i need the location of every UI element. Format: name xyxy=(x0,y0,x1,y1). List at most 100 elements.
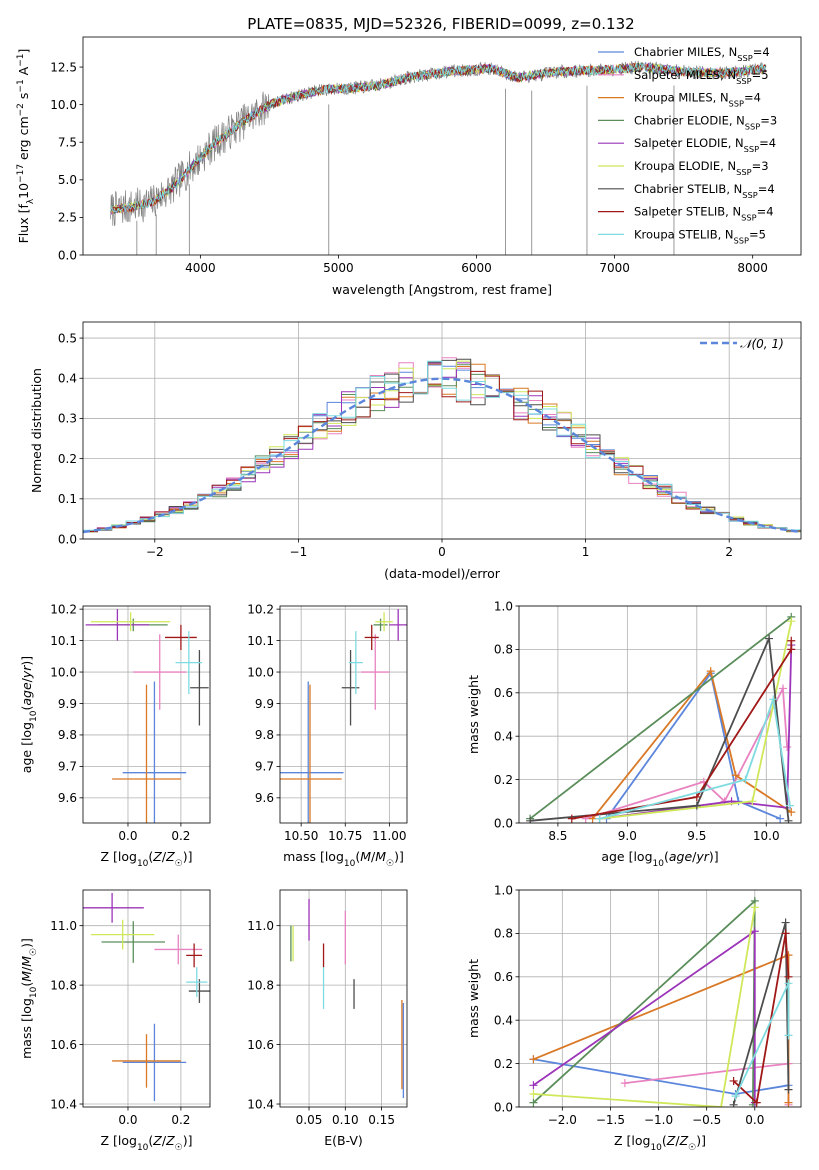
y-axis-label: age [log10(age/yr)] xyxy=(19,656,39,773)
y-tick-label: 0.8 xyxy=(494,643,513,657)
legend-label: Salpeter ELODIE, NSSP=4 xyxy=(634,136,776,154)
error-bars xyxy=(280,609,407,823)
y-tick-label: 11.0 xyxy=(247,919,274,933)
x-tick-label: −2 xyxy=(146,545,164,559)
mass-vs-EBV-panel: 0.05 0.10 0.15 10.4 10.6 10.8 11.0 E(B-V) xyxy=(247,889,408,1148)
legend-label: Salpeter STELIB, NSSP=4 xyxy=(634,205,774,223)
y-tick-label: 1.0 xyxy=(494,883,513,897)
x-axis-label: age [log10(age/yr)] xyxy=(601,849,718,869)
weight-marker xyxy=(731,771,740,780)
y-axis-label: Normed distribution xyxy=(29,368,44,493)
age-vs-mass-panel: 10.50 10.75 11.00 9.6 9.7 9.8 9.9 10.0 10.1 10.2 m… xyxy=(247,602,408,869)
spectrum-lines xyxy=(110,60,767,255)
weight-marker xyxy=(784,1098,793,1107)
model-spectrum-5 xyxy=(110,62,767,214)
y-tick-label: 10.4 xyxy=(247,1097,274,1111)
legend-label: Kroupa STELIB, NSSP=5 xyxy=(634,227,766,245)
y-tick-label: 10.6 xyxy=(50,1038,77,1052)
y-tick-label: 10.4 xyxy=(50,1097,77,1111)
y-tick-label: 10.2 xyxy=(247,602,274,616)
weight-marker xyxy=(765,634,774,643)
weight-marker xyxy=(729,1100,738,1107)
x-axis-label: mass [log10(M/M☉)] xyxy=(283,849,404,869)
weight-marker xyxy=(784,979,793,988)
x-tick-label: 5000 xyxy=(323,261,354,275)
axes-frame xyxy=(518,889,802,1108)
x-tick-label: −2.0 xyxy=(548,1113,577,1127)
y-tick-label: 9.7 xyxy=(255,760,274,774)
weight-marker xyxy=(781,929,790,938)
weight-marker xyxy=(529,1081,538,1090)
y-tick-label: 10.0 xyxy=(50,665,77,679)
y-axis-label: mass weight xyxy=(466,959,481,1038)
y-tick-label: 0.3 xyxy=(58,412,77,426)
weight-marker xyxy=(783,743,792,752)
x-tick-label: 0.2 xyxy=(171,829,190,843)
legend-label: Salpeter MILES, NSSP=5 xyxy=(634,68,769,86)
x-tick-label: −1 xyxy=(290,545,308,559)
x-tick-label: 8000 xyxy=(737,261,768,275)
y-tick-label: 9.7 xyxy=(58,760,77,774)
y-tick-label: 12.5 xyxy=(50,60,77,74)
y-tick-label: 11.0 xyxy=(50,919,77,933)
y-tick-label: 1.0 xyxy=(494,599,513,613)
weight-marker xyxy=(785,801,794,810)
weight-marker xyxy=(781,918,790,927)
weight-marker xyxy=(620,1079,629,1088)
weight-marker xyxy=(769,695,778,704)
y-tick-label: 0.2 xyxy=(494,1057,513,1071)
weight-lines xyxy=(526,612,796,823)
y-tick-label: 9.6 xyxy=(255,791,274,805)
weight-marker xyxy=(729,1076,738,1085)
legend-label: Chabrier STELIB, NSSP=4 xyxy=(634,182,775,200)
x-axis-label: Z [log10(Z/Z☉)] xyxy=(614,1133,706,1153)
histogram-8 xyxy=(83,360,801,535)
legend-label: Kroupa ELODIE, NSSP=3 xyxy=(634,159,769,177)
y-tick-label: 7.5 xyxy=(58,136,77,150)
weight-marker xyxy=(567,814,576,823)
weight-marker xyxy=(787,645,796,654)
x-tick-label: 6000 xyxy=(461,261,492,275)
weight-marker xyxy=(706,667,715,676)
x-tick-label: 9.0 xyxy=(618,829,637,843)
residuals-panel: −2 −1 0 1 2 0.0 0.1 0.2 0.3 0.4 0.5 𝒩(0, 1) (data-mo… xyxy=(29,321,802,581)
normal-curve xyxy=(83,377,801,534)
weight-line-7 xyxy=(732,933,790,1105)
weight-line-6 xyxy=(530,635,790,822)
weight-marker xyxy=(750,903,759,912)
weight-marker xyxy=(692,801,701,810)
x-tick-label: −1.0 xyxy=(644,1113,673,1127)
y-tick-label: 0.6 xyxy=(494,686,513,700)
x-tick-label: 8.5 xyxy=(548,829,567,843)
weight-marker xyxy=(784,1085,793,1094)
weight-marker xyxy=(529,1055,538,1064)
weight-marker xyxy=(787,636,796,645)
x-tick-label: 0.05 xyxy=(296,1113,323,1127)
axes-frame xyxy=(82,605,211,824)
legend-label: Chabrier ELODIE, NSSP=3 xyxy=(634,113,777,131)
y-tick-label: 0.0 xyxy=(494,1100,513,1114)
y-tick-label: 10.0 xyxy=(247,665,274,679)
y-tick-label: 10.8 xyxy=(50,978,77,992)
x-tick-label: 11.00 xyxy=(372,829,406,843)
y-tick-label: 0.2 xyxy=(494,773,513,787)
weight-line-3 xyxy=(532,898,756,1105)
x-tick-label: 10.50 xyxy=(284,829,318,843)
y-tick-label: 0.0 xyxy=(494,816,513,830)
weight-line-8 xyxy=(599,699,791,820)
y-axis-label: mass [log10(M/M☉)] xyxy=(19,938,39,1059)
error-bars xyxy=(290,898,405,1099)
x-tick-label: 10.0 xyxy=(753,829,780,843)
y-tick-label: 0.2 xyxy=(58,452,77,466)
legend-label: Kroupa MILES, NSSP=4 xyxy=(634,91,761,109)
error-bars xyxy=(83,892,210,1102)
weight-marker xyxy=(784,816,793,823)
weight-marker xyxy=(741,775,750,784)
weight-line-0 xyxy=(605,671,781,820)
y-tick-label: 0.4 xyxy=(494,1014,513,1028)
model-spectrum-8 xyxy=(110,61,767,213)
axes-frame xyxy=(518,605,802,824)
axes-frame xyxy=(82,36,802,256)
weight-marker xyxy=(748,797,757,806)
